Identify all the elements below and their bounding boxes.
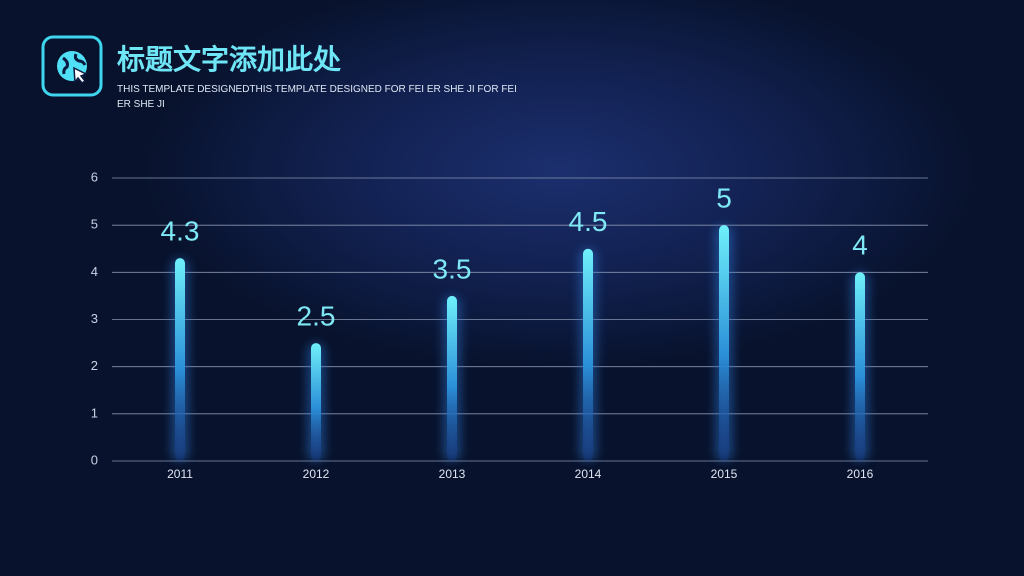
subtitle: THIS TEMPLATE DESIGNEDTHIS TEMPLATE DESI… [117,84,517,110]
bar [175,258,185,461]
x-tick-label: 2014 [575,467,602,481]
x-tick-label: 2013 [439,467,466,481]
value-label: 4.5 [569,206,608,237]
bar [855,272,865,461]
x-tick-label: 2011 [167,467,193,481]
value-label: 4 [852,230,868,261]
bar [447,295,457,461]
bar [311,343,321,461]
x-tick-label: 2015 [711,467,738,481]
y-tick-label: 2 [91,358,98,373]
y-tick-label: 4 [91,264,98,279]
bar [583,248,593,461]
y-tick-label: 3 [91,311,98,326]
x-tick-label: 2016 [847,467,874,481]
value-label: 3.5 [433,253,472,284]
value-label: 2.5 [297,300,336,331]
value-label: 5 [716,183,732,214]
y-tick-label: 0 [91,452,98,467]
y-tick-label: 5 [91,217,98,232]
y-tick-label: 1 [91,405,98,420]
y-tick-label: 6 [91,169,98,184]
logo-icon [41,35,103,97]
value-label: 4.3 [161,216,200,247]
title: 标题文字添加此处 [117,43,342,76]
x-tick-label: 2012 [303,467,330,481]
bar [719,225,729,461]
